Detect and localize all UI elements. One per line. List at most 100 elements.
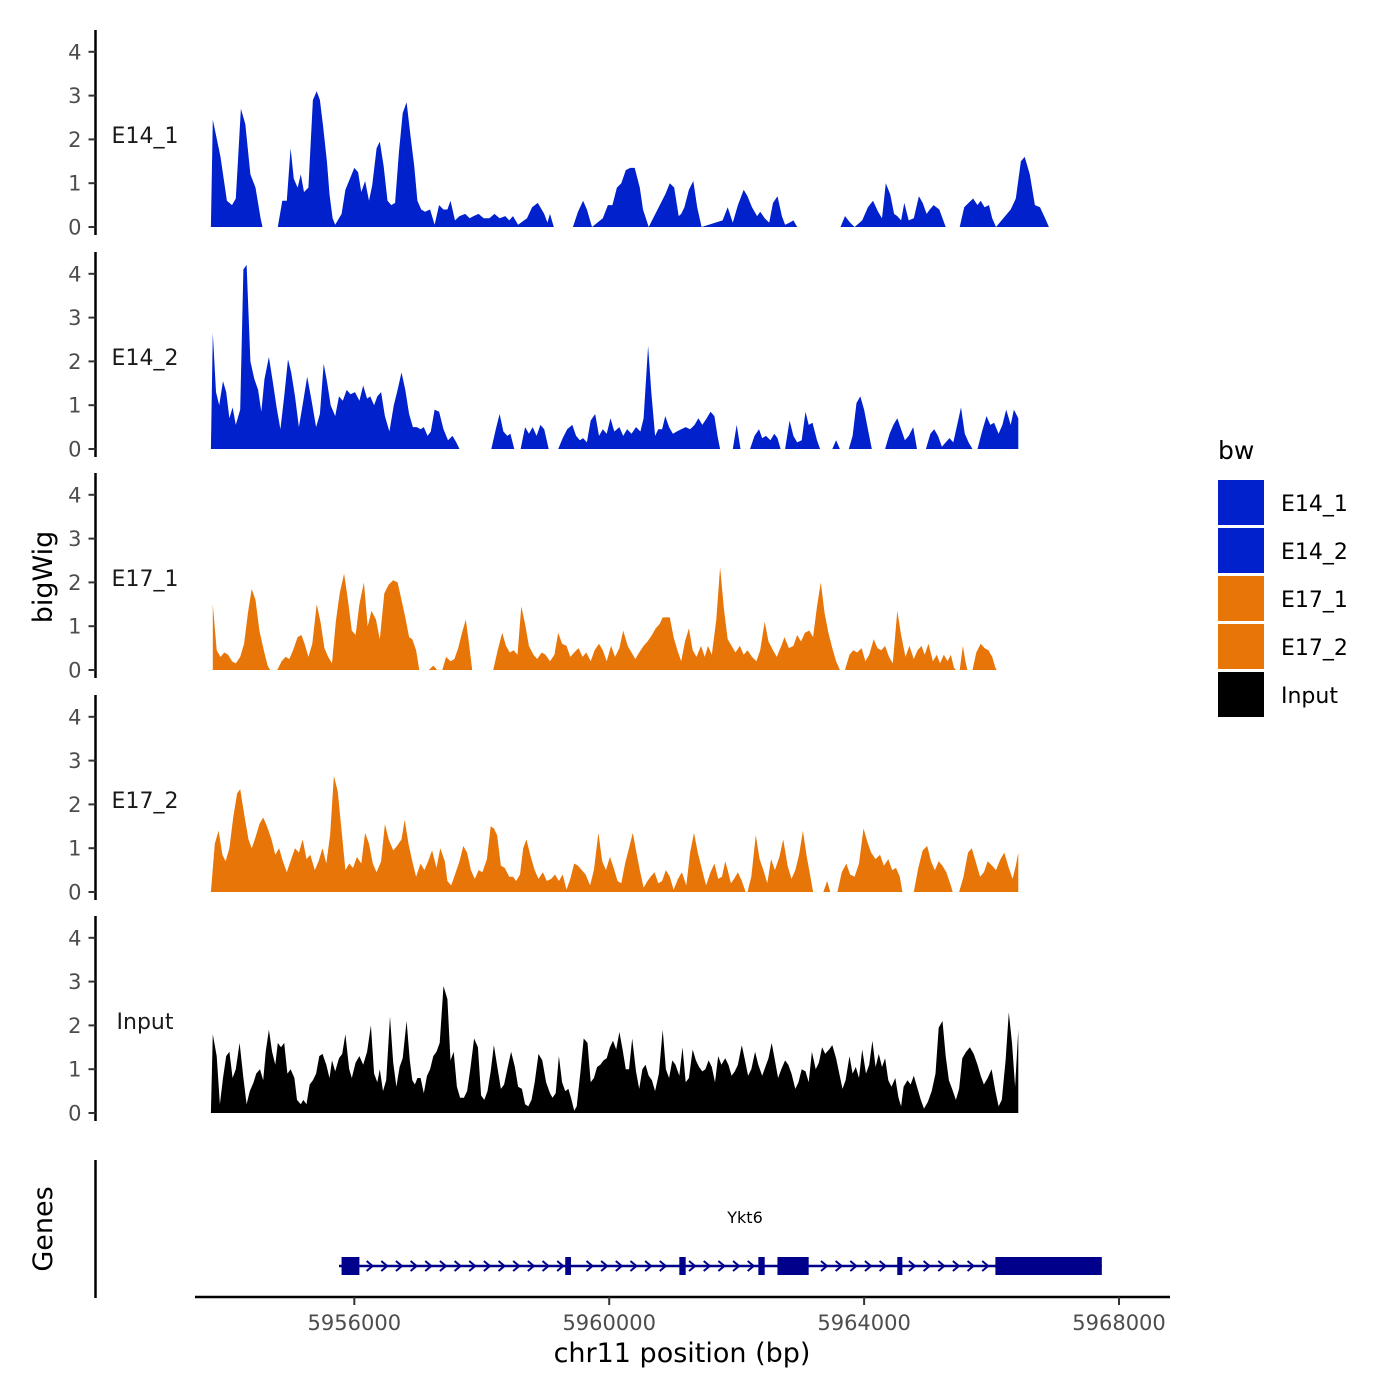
strand-arrow (497, 1260, 507, 1272)
y-tick-label: 1 (68, 394, 81, 418)
strand-arrow (864, 1260, 873, 1272)
strand-arrow (527, 1260, 536, 1272)
gene-exon (341, 1257, 360, 1275)
legend-label: Input (1281, 684, 1338, 709)
gene-model (339, 1257, 1102, 1275)
y-tick-label: 4 (68, 483, 81, 507)
strand-arrow (483, 1260, 492, 1272)
strand-arrow (659, 1260, 668, 1272)
track-e14-2: 0 1 2 3 4 E14_2 (68, 252, 1019, 462)
strand-arrow (878, 1260, 888, 1272)
x-tick-label: 5960000 (562, 1311, 656, 1335)
y-tick-label: 3 (68, 749, 81, 773)
y-tick-label: 2 (68, 128, 81, 152)
strand-arrow (600, 1260, 609, 1272)
gene-exon (679, 1257, 686, 1275)
y-tick-label: 3 (68, 306, 81, 330)
gene-exon (777, 1257, 809, 1275)
y-tick-label: 4 (68, 40, 81, 64)
strand-arrow (541, 1260, 551, 1272)
legend-items: E14_1 E14_2 E17_1 E17_2 Input (1218, 480, 1348, 717)
legend-label: E14_1 (1281, 492, 1348, 517)
gene-exon (565, 1257, 571, 1275)
y-tick-label: 1 (68, 615, 81, 639)
gene-exon (897, 1257, 903, 1275)
legend-label: E17_1 (1281, 588, 1348, 613)
y-tick-label: 4 (68, 705, 81, 729)
y-tick-label: 0 (68, 1102, 81, 1126)
legend-title: bw (1218, 436, 1254, 465)
legend-swatch (1218, 528, 1264, 573)
legend-label: E17_2 (1281, 636, 1348, 661)
y-tick-label: 2 (68, 793, 81, 817)
legend-label: E14_2 (1281, 540, 1348, 565)
strand-arrow (629, 1260, 638, 1272)
strand-arrow (834, 1260, 844, 1272)
genes-track-title: Genes (28, 1186, 59, 1271)
strand-arrow (395, 1260, 404, 1272)
track-e14-1: 0 1 2 3 4 E14_1 (68, 30, 1049, 240)
strand-arrow (747, 1260, 756, 1272)
gene-exon (758, 1257, 765, 1275)
strand-arrow (585, 1260, 595, 1272)
strand-arrow (615, 1260, 624, 1272)
y-tick-label: 3 (68, 527, 81, 551)
y-tick-label: 2 (68, 571, 81, 595)
legend: bw E14_1 E14_2 E17_1 E17_2 Input (1218, 436, 1348, 717)
gene-name-label: Ykt6 (726, 1208, 763, 1227)
y-tick-label: 0 (68, 438, 81, 462)
y-tick-label: 1 (68, 837, 81, 861)
y-tick-label: 4 (68, 926, 81, 950)
strand-arrow (717, 1260, 726, 1272)
strand-arrow (732, 1260, 741, 1272)
strand-arrow (365, 1260, 375, 1272)
x-tick-label: 5964000 (817, 1311, 911, 1335)
signal-area-e17-1 (212, 567, 997, 670)
signal-tracks: 0 1 2 3 4 E14_1 0 1 2 3 4 E14_2 0 1 2 3 4 E17_1 0 1 2 3 4 E17_2… (68, 30, 1049, 1126)
gene-exon (995, 1257, 1102, 1275)
signal-area-e14-1 (210, 91, 1049, 227)
strand-arrow (688, 1260, 697, 1272)
strand-arrow (922, 1260, 932, 1272)
y-tick-label: 1 (68, 172, 81, 196)
y-tick-label: 4 (68, 262, 81, 286)
legend-swatch (1218, 576, 1264, 621)
y-tick-label: 2 (68, 1014, 81, 1038)
y-tick-label: 3 (68, 970, 81, 994)
y-tick-label: 0 (68, 216, 81, 240)
strand-arrow (849, 1260, 858, 1272)
x-axis-ticks: 5956000 5960000 5964000 5968000 (308, 1297, 1166, 1335)
strand-arrow (424, 1260, 433, 1272)
strand-arrow (439, 1260, 448, 1272)
strand-arrow (966, 1260, 976, 1272)
signal-area-e14-2 (210, 265, 1019, 449)
legend-swatch (1218, 624, 1264, 669)
x-axis-title: chr11 position (bp) (554, 1338, 811, 1369)
track-e17-2: 0 1 2 3 4 E17_2 (68, 695, 1019, 905)
strand-arrow (380, 1260, 389, 1272)
x-axis: 5956000 5960000 5964000 5968000 chr11 posit… (195, 1295, 1170, 1369)
strand-arrow (556, 1260, 565, 1272)
track-label: E14_2 (112, 346, 179, 371)
strand-arrow (908, 1260, 917, 1272)
legend-swatch (1218, 480, 1264, 525)
x-tick-label: 5968000 (1072, 1311, 1166, 1335)
track-input: 0 1 2 3 4 Input (68, 916, 1019, 1126)
y-tick-label: 1 (68, 1058, 81, 1082)
signal-area-input (210, 986, 1019, 1113)
strand-arrow (512, 1260, 521, 1272)
y-axis-title: bigWig (28, 531, 59, 624)
strand-arrow (820, 1260, 829, 1272)
strand-arrow (453, 1260, 463, 1272)
y-tick-label: 0 (68, 659, 81, 683)
signal-area-e17-2 (210, 775, 1019, 892)
strand-arrow (981, 1260, 990, 1272)
track-label: E17_2 (112, 789, 179, 814)
strand-arrow (409, 1260, 419, 1272)
strand-arrow (644, 1260, 653, 1272)
strand-arrow (468, 1260, 477, 1272)
legend-swatch (1218, 672, 1264, 717)
track-label: E14_1 (112, 124, 179, 149)
track-label: Input (117, 1010, 174, 1035)
